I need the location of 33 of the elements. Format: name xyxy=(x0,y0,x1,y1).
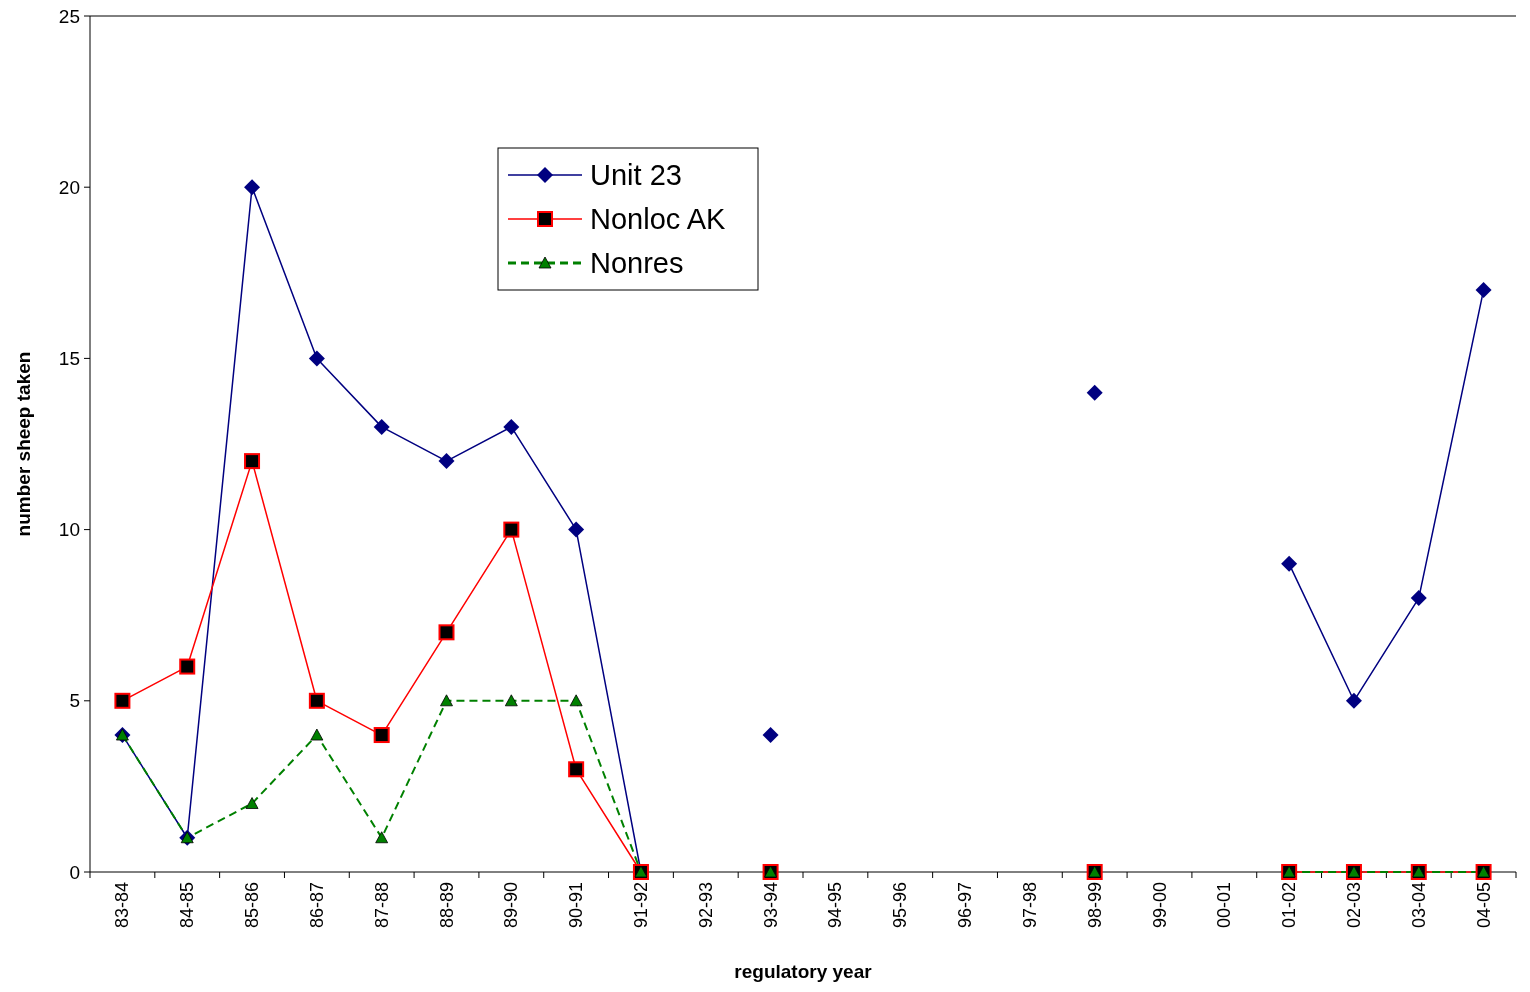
x-tick-label: 92-93 xyxy=(695,882,716,929)
x-tick-label: 03-04 xyxy=(1408,882,1429,929)
y-tick-label: 0 xyxy=(69,861,80,883)
y-tick-label: 20 xyxy=(58,176,80,198)
x-tick-label: 91-92 xyxy=(630,882,651,929)
x-tick-label: 97-98 xyxy=(1019,882,1040,929)
x-tick-label: 85-86 xyxy=(242,882,263,929)
x-tick-label: 98-99 xyxy=(1084,882,1105,929)
x-axis-title: regulatory year xyxy=(734,961,873,982)
x-tick-label: 88-89 xyxy=(436,882,457,929)
y-tick-label: 10 xyxy=(58,519,80,541)
x-tick-label: 01-02 xyxy=(1279,882,1300,929)
x-tick-label: 04-05 xyxy=(1473,882,1494,929)
x-tick-label: 96-97 xyxy=(955,882,976,929)
y-axis-title: number sheep taken xyxy=(13,351,34,537)
legend-label: Nonloc AK xyxy=(590,203,727,236)
x-tick-label: 89-90 xyxy=(501,882,522,929)
x-tick-label: 93-94 xyxy=(760,882,781,929)
x-tick-label: 99-00 xyxy=(1149,882,1170,929)
y-tick-label: 15 xyxy=(58,348,80,370)
legend-label: Unit 23 xyxy=(590,159,682,192)
y-tick-label: 5 xyxy=(69,690,80,712)
x-tick-label: 83-84 xyxy=(112,882,133,929)
legend-label: Nonres xyxy=(590,247,684,280)
x-tick-label: 94-95 xyxy=(825,882,846,929)
x-tick-label: 02-03 xyxy=(1343,882,1364,929)
x-tick-label: 95-96 xyxy=(890,882,911,929)
y-tick-label: 25 xyxy=(58,5,80,27)
x-tick-label: 00-01 xyxy=(1214,882,1235,929)
x-tick-label: 87-88 xyxy=(371,882,392,929)
x-tick-label: 90-91 xyxy=(566,882,587,929)
x-tick-label: 84-85 xyxy=(177,882,198,929)
x-tick-label: 86-87 xyxy=(306,882,327,929)
